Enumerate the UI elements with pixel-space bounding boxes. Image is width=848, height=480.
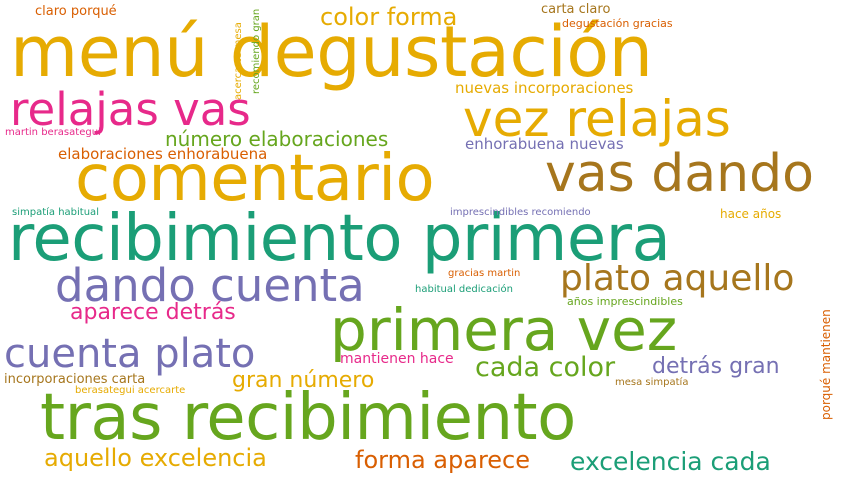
word-degustacion-gracias: degustación gracias — [562, 17, 673, 30]
word-excelencia-cada: excelencia cada — [570, 447, 771, 476]
word-vas-dando: vas dando — [545, 144, 814, 204]
word-acercarte-mesa: acercarte mesa — [233, 22, 244, 100]
word-martin-berasategui: martin berasategui — [5, 127, 101, 138]
word-incorporaciones-carta: incorporaciones carta — [4, 372, 146, 387]
word-elaboraciones-enhorabuena: elaboraciones enhorabuena — [58, 145, 268, 163]
word-imprescindibles-recomiendo: imprescindibles recomiendo — [450, 207, 591, 218]
word-recibimiento-primera: recibimiento primera — [8, 202, 671, 276]
word-mesa-simpatia: mesa simpatía — [615, 377, 689, 388]
word-simpatia-habitual: simpatía habitual — [12, 207, 99, 218]
word-menu-degustacion: menú degustación — [10, 11, 653, 93]
word-forma-aparece: forma aparece — [355, 446, 531, 474]
word-claro-porque: claro porqué — [35, 4, 117, 19]
word-cuenta-plato: cuenta plato — [4, 331, 256, 377]
word-tras-recibimiento: tras recibimiento — [40, 381, 576, 455]
word-berasategui-acercarte: berasategui acercarte — [75, 385, 186, 396]
word-dando-cuenta: dando cuenta — [55, 259, 365, 312]
word-vez-relajas: vez relajas — [463, 90, 731, 148]
word-color-forma: color forma — [320, 3, 458, 31]
word-nuevas-incorporaciones: nuevas incorporaciones — [455, 79, 634, 97]
word-detras-gran: detrás gran — [652, 354, 780, 379]
word-carta-claro: carta claro — [541, 2, 611, 17]
word-comentario: comentario — [75, 142, 435, 216]
word-gran-numero: gran número — [232, 368, 375, 393]
word-porque-mantienen: porqué mantienen — [819, 309, 833, 420]
word-anos-imprescindibles: años imprescindibles — [567, 295, 683, 308]
word-hace-anos: hace años — [720, 207, 782, 221]
word-plato-aquello: plato aquello — [560, 258, 795, 299]
word-numero-elaboraciones: número elaboraciones — [165, 127, 389, 151]
word-enhorabuena-nuevas: enhorabuena nuevas — [465, 135, 624, 153]
word-recomiendo-gran: recomiendo gran — [251, 8, 262, 94]
word-mantienen-hace: mantienen hace — [340, 351, 454, 367]
word-gracias-martin: gracias martin — [448, 268, 521, 279]
word-cada-color: cada color — [475, 352, 616, 383]
word-aparece-detras: aparece detrás — [70, 300, 236, 325]
word-primera-vez: primera vez — [330, 296, 678, 364]
word-relajas-vas: relajas vas — [10, 83, 251, 136]
word-habitual-dedicacion: habitual dedicación — [415, 284, 513, 295]
word-aquello-excelencia: aquello excelencia — [44, 444, 267, 472]
